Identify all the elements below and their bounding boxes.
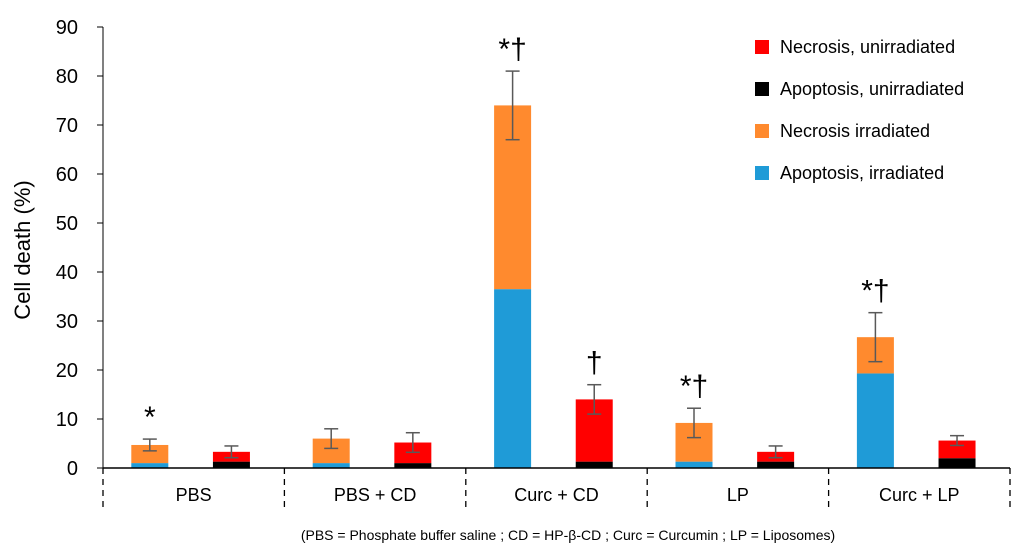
- y-tick-label: 50: [56, 213, 78, 235]
- x-tick-label: LP: [727, 485, 749, 505]
- y-tick-label: 60: [56, 164, 78, 186]
- error-bars-layer: [142, 70, 965, 459]
- bar-necrosis-unirradiated: [938, 440, 976, 459]
- bar-apoptosis-irradiated: [856, 373, 894, 468]
- error-bar: [768, 445, 783, 459]
- legend-label: Apoptosis, irradiated: [780, 163, 944, 183]
- y-tick-label: 20: [56, 360, 78, 382]
- bar-apoptosis-irradiated: [312, 463, 350, 468]
- bar-apoptosis-unirradiated: [757, 461, 795, 468]
- error-bar: [868, 311, 883, 363]
- bar-apoptosis-unirradiated: [575, 461, 613, 468]
- y-tick-label: 80: [56, 66, 78, 88]
- significance-marker: *†: [498, 33, 526, 66]
- error-bar: [505, 70, 520, 141]
- legend-label: Apoptosis, unirradiated: [780, 79, 964, 99]
- x-tick-label: Curc + CD: [514, 485, 599, 505]
- bars-layer: [131, 105, 976, 468]
- legend-swatch: [755, 166, 769, 180]
- bar-apoptosis-unirradiated: [212, 461, 250, 468]
- y-axis-label: Cell death (%): [10, 180, 35, 319]
- legend-swatch: [755, 124, 769, 138]
- error-bar: [224, 445, 239, 459]
- y-tick-label: 40: [56, 262, 78, 284]
- error-bar: [405, 431, 420, 454]
- error-bar: [687, 407, 702, 439]
- error-bar: [587, 383, 602, 415]
- error-bar: [950, 434, 965, 447]
- bar-apoptosis-unirradiated: [394, 463, 432, 468]
- y-tick-label: 10: [56, 409, 78, 431]
- legend-label: Necrosis, unirradiated: [780, 37, 955, 57]
- footnote: (PBS = Phosphate buffer saline ; CD = HP…: [301, 527, 835, 543]
- x-tick-label: Curc + LP: [879, 485, 960, 505]
- error-bar: [142, 438, 157, 452]
- x-tick-label: PBS + CD: [334, 485, 417, 505]
- y-tick-label: 30: [56, 311, 78, 333]
- bar-apoptosis-irradiated: [675, 461, 713, 468]
- y-tick-label: 0: [67, 458, 78, 480]
- legend-swatch: [755, 40, 769, 54]
- legend: Necrosis, unirradiated Apoptosis, unirrad…: [755, 37, 964, 183]
- significance-markers-layer: * *† † *† *†: [144, 33, 890, 434]
- y-tick-label: 90: [56, 17, 78, 39]
- axes-layer: 0 10 20 30 40 50 60 70 80 90 PBS PBS + CD Curc + CD L…: [56, 17, 1011, 508]
- y-tick-label: 70: [56, 115, 78, 137]
- bar-apoptosis-irradiated: [131, 463, 169, 468]
- legend-label: Necrosis irradiated: [780, 121, 930, 141]
- bar-apoptosis-unirradiated: [938, 458, 976, 468]
- significance-marker: *: [144, 401, 156, 434]
- significance-marker: *†: [861, 275, 889, 308]
- bar-apoptosis-irradiated: [494, 289, 532, 468]
- significance-marker: †: [586, 347, 603, 380]
- x-tick-label: PBS: [176, 485, 212, 505]
- bar-necrosis-irradiated: [131, 444, 169, 464]
- significance-marker: *†: [680, 370, 708, 403]
- error-bar: [324, 428, 339, 450]
- legend-swatch: [755, 82, 769, 96]
